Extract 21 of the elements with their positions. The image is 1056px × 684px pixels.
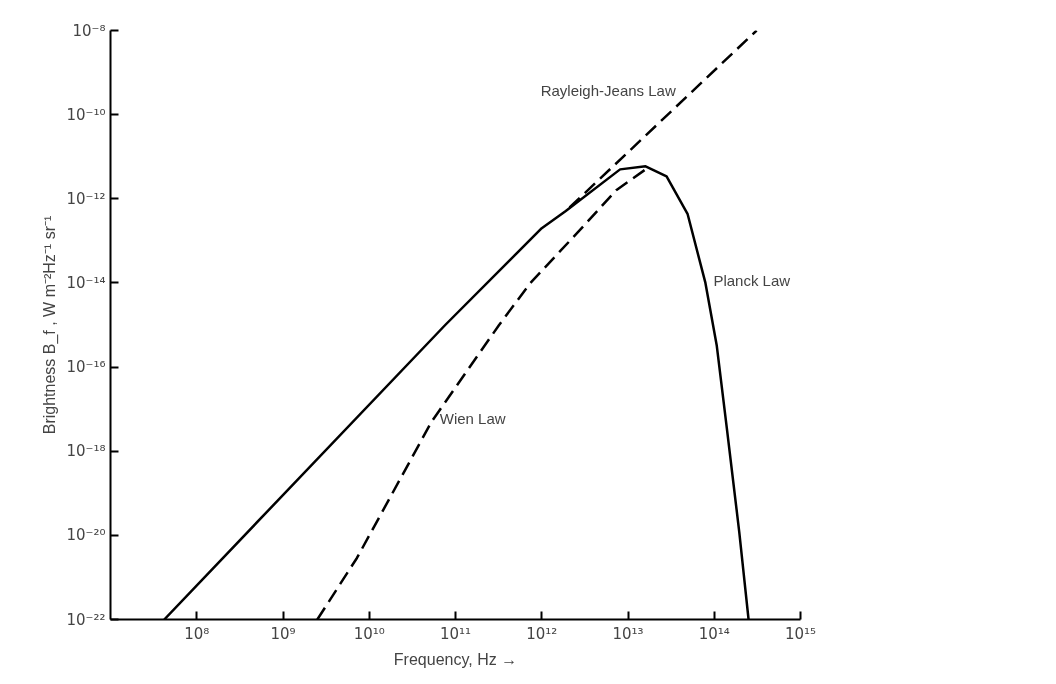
y-tick-label: 10⁻¹⁴ — [66, 273, 106, 292]
x-tick-label: 10¹⁴ — [698, 624, 730, 643]
x-tick-label: 10⁸ — [184, 624, 210, 643]
y-tick-label: 10⁻²⁰ — [66, 526, 106, 545]
x-tick-label: 10¹⁰ — [353, 624, 385, 643]
y-tick-label: 10⁻¹² — [66, 189, 106, 208]
x-tick-label: 10⁹ — [270, 624, 296, 643]
x-tick-label: 10¹¹ — [439, 624, 472, 643]
annotation: Planck Law — [713, 271, 791, 289]
y-tick-label: 10⁻¹⁸ — [66, 442, 106, 461]
y-tick-label: 10⁻¹⁶ — [66, 358, 106, 377]
x-tick-label: 10¹⁵ — [784, 624, 817, 643]
x-axis-title: Frequency, Hz → — [393, 650, 518, 668]
x-tick-label: 10¹² — [526, 624, 558, 643]
annotation: Rayleigh-Jeans Law — [540, 82, 676, 100]
y-tick-label: 10⁻²² — [66, 610, 106, 629]
annotation: Wien Law — [439, 410, 506, 428]
y-tick-label: 10⁻¹⁰ — [66, 105, 106, 124]
y-tick-label: 10⁻⁸ — [72, 21, 106, 40]
x-tick-label: 10¹³ — [612, 624, 644, 643]
y-axis-title: Brightness B_f , W m⁻²Hz⁻¹ sr⁻¹ — [41, 215, 60, 435]
